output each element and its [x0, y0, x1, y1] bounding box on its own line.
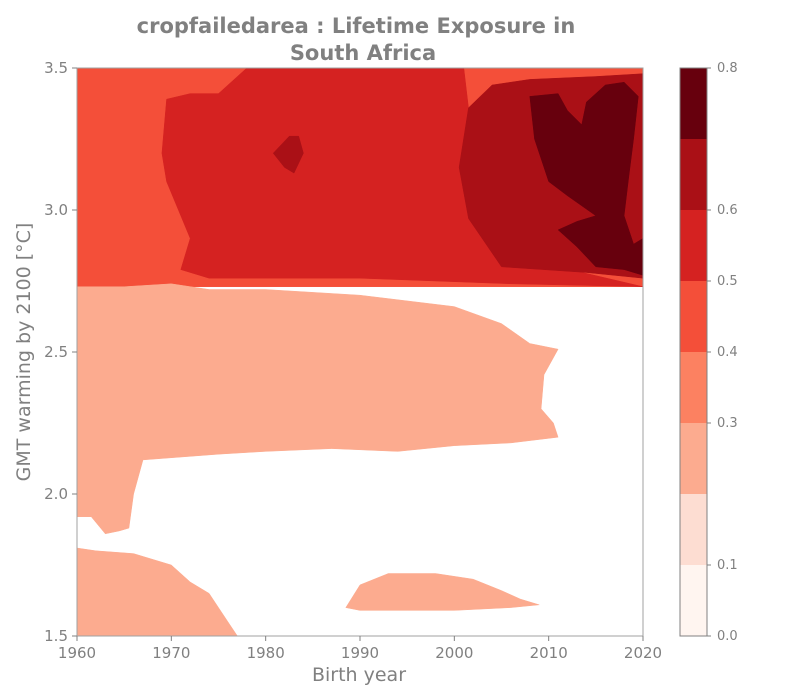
colorbar-segment [680, 423, 707, 494]
colorbar-tick-label: 0.0 [717, 629, 738, 644]
contour-region-5 [77, 284, 558, 534]
colorbar: 0.0 0.1 0.3 0.4 0.5 0.6 0.8 [680, 61, 738, 644]
colorbar-tick-label: 0.1 [717, 558, 738, 573]
y-axis-label: GMT warming by 2100 [°C] [13, 223, 35, 482]
contour-region-7 [346, 574, 539, 611]
x-tick-label: 1980 [247, 644, 285, 662]
x-tick-label: 1960 [58, 644, 96, 662]
y-tick-label: 2.5 [44, 343, 68, 361]
chart-title-line2: South Africa [290, 41, 436, 65]
y-axis: 1.5 2.0 2.5 3.0 3.5 [44, 59, 77, 645]
x-tick-label: 1990 [341, 644, 379, 662]
x-tick-label: 2000 [435, 644, 473, 662]
contour-regions [77, 68, 643, 636]
colorbar-tick-label: 0.3 [717, 416, 738, 431]
colorbar-segment [680, 281, 707, 352]
x-tick-label: 1970 [152, 644, 190, 662]
x-axis-label: Birth year [312, 664, 406, 686]
colorbar-segment [680, 68, 707, 139]
plot-area [77, 68, 643, 636]
x-tick-label: 2020 [624, 644, 662, 662]
colorbar-tick-label: 0.4 [717, 345, 738, 360]
colorbar-segment [680, 565, 707, 636]
y-tick-label: 2.0 [44, 485, 68, 503]
y-tick-label: 1.5 [44, 627, 68, 645]
chart-title-line1: cropfailedarea : Lifetime Exposure in [137, 14, 576, 38]
colorbar-segment [680, 210, 707, 281]
x-axis: 1960 1970 1980 1990 2000 2010 2020 [58, 636, 662, 662]
colorbar-segment [680, 352, 707, 423]
y-tick-label: 3.0 [44, 201, 68, 219]
colorbar-tick-label: 0.5 [717, 274, 738, 289]
colorbar-segment [680, 494, 707, 565]
colorbar-segment [680, 139, 707, 210]
x-tick-label: 2010 [530, 644, 568, 662]
colorbar-tick-label: 0.6 [717, 203, 738, 218]
colorbar-tick-label: 0.8 [717, 61, 738, 76]
contour-region-6 [77, 548, 237, 636]
y-tick-label: 3.5 [44, 59, 68, 77]
